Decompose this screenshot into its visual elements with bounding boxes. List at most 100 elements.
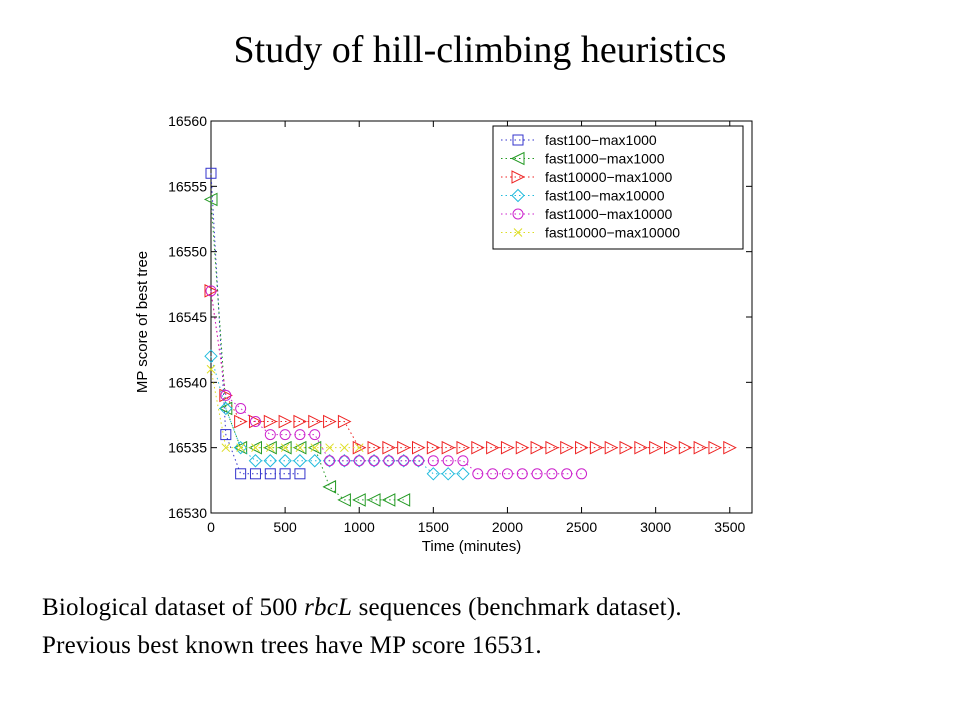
data-point xyxy=(323,414,337,429)
x-tick-label: 2500 xyxy=(566,519,597,535)
data-point xyxy=(293,454,307,468)
data-point xyxy=(251,443,260,453)
data-point xyxy=(322,480,337,494)
data-point xyxy=(381,493,396,507)
data-point xyxy=(413,455,425,467)
data-point xyxy=(487,468,499,480)
data-point xyxy=(322,454,337,468)
series-6 xyxy=(206,364,364,453)
data-point xyxy=(264,468,276,480)
data-point xyxy=(396,454,411,468)
data-point xyxy=(426,467,441,481)
data-point xyxy=(456,467,470,481)
data-point xyxy=(456,440,471,455)
data-point xyxy=(367,454,381,468)
legend-label: fast10000−max1000 xyxy=(545,169,672,185)
data-point xyxy=(486,440,500,455)
y-tick-label: 16545 xyxy=(168,309,207,325)
caption-line-1: Biological dataset of 500 rbcL sequences… xyxy=(42,594,682,622)
data-point xyxy=(220,429,232,441)
x-tick-label: 3000 xyxy=(640,519,671,535)
data-point xyxy=(308,414,322,429)
data-point xyxy=(708,440,723,455)
data-point xyxy=(308,454,322,468)
data-point xyxy=(396,493,411,507)
data-point xyxy=(205,167,217,179)
legend-marker xyxy=(511,170,526,184)
legend: fast100−max1000 fast1000−max1000 fast10000… xyxy=(492,125,744,250)
legend-label: fast100−max10000 xyxy=(545,188,665,204)
series-line xyxy=(210,290,582,475)
legend-marker xyxy=(511,188,525,203)
caption-line-1-end: sequences (benchmark dataset). xyxy=(352,594,682,621)
data-point xyxy=(368,455,380,467)
legend-label: fast100−max1000 xyxy=(545,132,657,148)
data-point xyxy=(545,440,560,455)
data-point xyxy=(278,454,292,468)
data-point xyxy=(249,468,261,480)
data-point xyxy=(530,440,545,455)
data-point xyxy=(279,468,291,480)
data-point xyxy=(340,443,349,453)
data-point xyxy=(233,440,248,455)
series-3 xyxy=(204,284,737,455)
data-point xyxy=(531,468,543,480)
data-point xyxy=(235,468,247,480)
legend-label: fast10000−max10000 xyxy=(545,225,680,241)
legend-marker xyxy=(512,134,524,146)
data-point xyxy=(324,455,336,467)
legend-item: fast1000−max1000 xyxy=(501,151,665,167)
x-tick-label: 1000 xyxy=(344,519,375,535)
y-tick-label: 16540 xyxy=(168,374,207,390)
x-tick-label: 500 xyxy=(273,519,297,535)
data-point xyxy=(427,455,439,467)
legend-item: fast1000−max10000 xyxy=(501,206,672,222)
data-point xyxy=(307,440,322,455)
data-point xyxy=(205,285,217,297)
data-point xyxy=(412,440,426,455)
data-point xyxy=(354,443,364,453)
data-point xyxy=(248,414,263,429)
x-tick-label: 0 xyxy=(207,519,215,535)
data-point xyxy=(263,414,278,429)
data-point xyxy=(352,493,366,507)
x-tick-label: 1500 xyxy=(418,519,449,535)
data-point xyxy=(248,440,262,455)
data-point xyxy=(219,388,233,403)
series-5 xyxy=(205,285,588,480)
series-line xyxy=(210,199,404,501)
data-point xyxy=(472,468,484,480)
data-point xyxy=(678,440,693,455)
data-point xyxy=(248,454,263,468)
series-line xyxy=(210,356,463,475)
legend-box xyxy=(492,125,744,250)
y-tick-label: 16560 xyxy=(168,113,207,129)
data-point xyxy=(604,440,619,455)
data-point xyxy=(398,455,410,467)
data-point xyxy=(263,440,277,455)
caption-gene-name: rbcL xyxy=(304,594,353,621)
legend-label: fast1000−max1000 xyxy=(545,151,665,167)
y-tick-label: 16535 xyxy=(168,440,207,456)
data-point xyxy=(219,401,233,416)
data-point xyxy=(221,443,231,453)
data-point xyxy=(383,455,395,467)
data-point xyxy=(441,467,455,481)
data-point xyxy=(295,443,305,453)
data-point xyxy=(337,414,352,429)
data-point xyxy=(337,493,351,507)
data-point xyxy=(264,429,276,441)
data-point xyxy=(234,414,248,429)
data-point xyxy=(575,440,589,455)
data-point xyxy=(203,192,218,207)
data-point xyxy=(263,454,277,468)
series-1 xyxy=(205,167,306,480)
data-point xyxy=(426,440,441,455)
data-point xyxy=(279,429,291,441)
y-axis-label: MP score of best tree xyxy=(134,251,151,393)
data-point xyxy=(309,429,321,441)
x-tick-label: 3500 xyxy=(714,519,745,535)
data-point xyxy=(411,454,426,468)
data-point xyxy=(501,468,513,480)
